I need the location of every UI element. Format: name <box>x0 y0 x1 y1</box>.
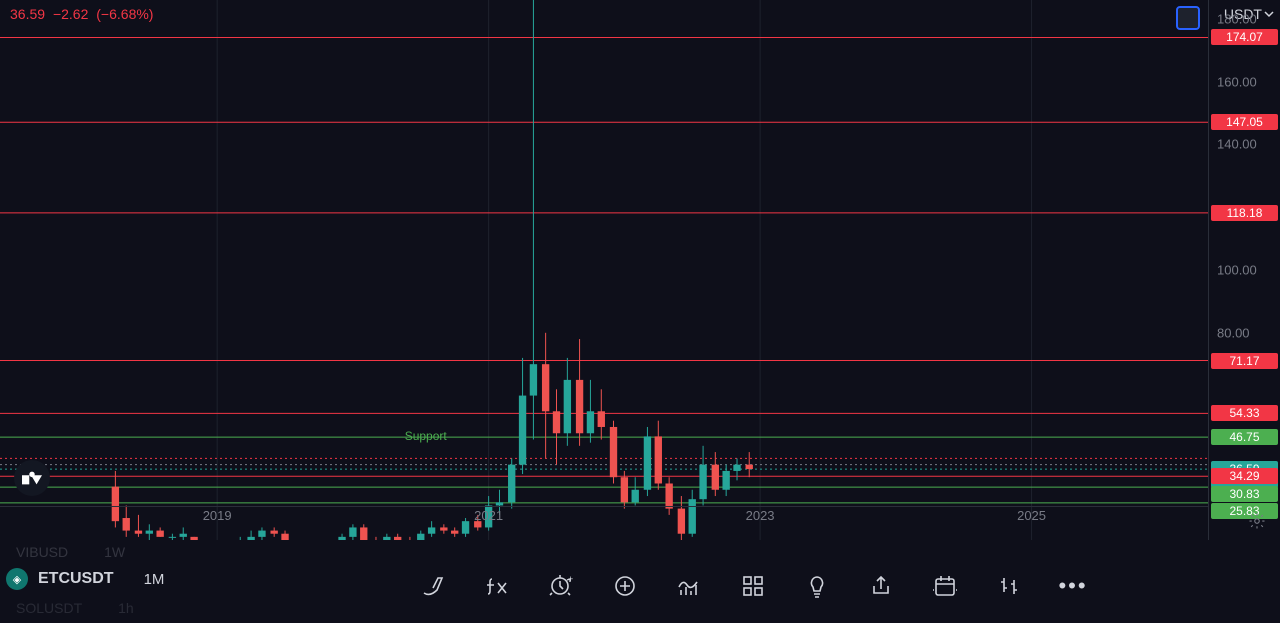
chevron-down-icon <box>1264 9 1274 19</box>
time-tick: 2023 <box>746 508 775 523</box>
quote-header: 36.59 −2.62 (−6.68%) <box>10 6 157 22</box>
svg-text:+: + <box>568 574 573 584</box>
watchlist-item-active[interactable]: ◈ ETCUSDT 1M <box>6 568 164 590</box>
price-label: 46.75 <box>1211 429 1278 445</box>
price-label: 174.07 <box>1211 29 1278 45</box>
price-change: −2.62 <box>53 6 88 22</box>
time-tick: 2025 <box>1017 508 1046 523</box>
timeframe-label: 1M <box>144 571 165 588</box>
price-tick: 180.00 <box>1217 11 1257 26</box>
price-label: 30.83 <box>1211 486 1278 502</box>
idea-icon[interactable] <box>804 573 830 599</box>
draw-icon[interactable] <box>420 573 446 599</box>
symbol-ticker: ETCUSDT <box>38 570 114 588</box>
price-axis[interactable]: USDT 180.00160.00140.00100.0080.00 174.0… <box>1208 0 1280 540</box>
support-annotation: Support <box>405 429 447 443</box>
price-label: 54.33 <box>1211 405 1278 421</box>
layout-icon[interactable] <box>740 573 766 599</box>
symbol-icon: ◈ <box>6 568 28 590</box>
share-icon[interactable] <box>868 573 894 599</box>
price-change-pct: (−6.68%) <box>96 6 153 22</box>
chart-type-icon[interactable] <box>996 573 1022 599</box>
watchlist-tf: 1h <box>118 600 134 616</box>
chart-settings-icon[interactable] <box>1248 512 1266 535</box>
time-axis[interactable]: 2019 2021 2023 2025 <box>0 508 1208 528</box>
calendar-icon[interactable] <box>932 573 958 599</box>
alert-icon[interactable]: + <box>548 573 574 599</box>
price-tick: 80.00 <box>1217 325 1250 340</box>
watchlist-item-prev[interactable]: VIBUSD 1W <box>16 544 125 560</box>
price-label: 147.05 <box>1211 114 1278 130</box>
add-icon[interactable] <box>612 573 638 599</box>
watchlist-tf: 1W <box>104 544 125 560</box>
fullscreen-button[interactable] <box>1176 6 1200 30</box>
price-label: 118.18 <box>1211 205 1278 221</box>
x-axis-border <box>0 506 1208 507</box>
tradingview-logo[interactable] <box>14 460 50 496</box>
fx-icon[interactable] <box>484 573 510 599</box>
price-label: 25.83 <box>1211 503 1278 519</box>
time-tick: 2019 <box>203 508 232 523</box>
time-tick: 2021 <box>474 508 503 523</box>
watchlist-symbol: SOLUSDT <box>16 600 82 616</box>
bottom-toolbar: VIBUSD 1W ◈ ETCUSDT 1M SOLUSDT 1h + <box>0 540 1280 623</box>
price-label: 71.17 <box>1211 353 1278 369</box>
indicator-icon[interactable] <box>676 573 702 599</box>
price-tick: 100.00 <box>1217 263 1257 278</box>
watchlist-item-next[interactable]: SOLUSDT 1h <box>16 600 134 616</box>
price-label: 34.29 <box>1211 468 1278 484</box>
chart-area[interactable] <box>0 0 1208 540</box>
toolbar: + ••• <box>420 566 1260 606</box>
more-icon[interactable]: ••• <box>1060 573 1086 599</box>
price-tick: 140.00 <box>1217 137 1257 152</box>
price-tick: 160.00 <box>1217 74 1257 89</box>
last-price: 36.59 <box>10 6 45 22</box>
watchlist-symbol: VIBUSD <box>16 544 68 560</box>
